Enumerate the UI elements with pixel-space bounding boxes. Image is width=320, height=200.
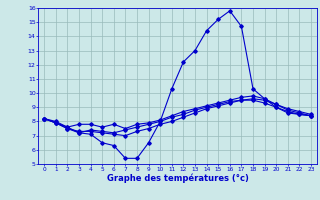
X-axis label: Graphe des températures (°c): Graphe des températures (°c) [107, 173, 249, 183]
